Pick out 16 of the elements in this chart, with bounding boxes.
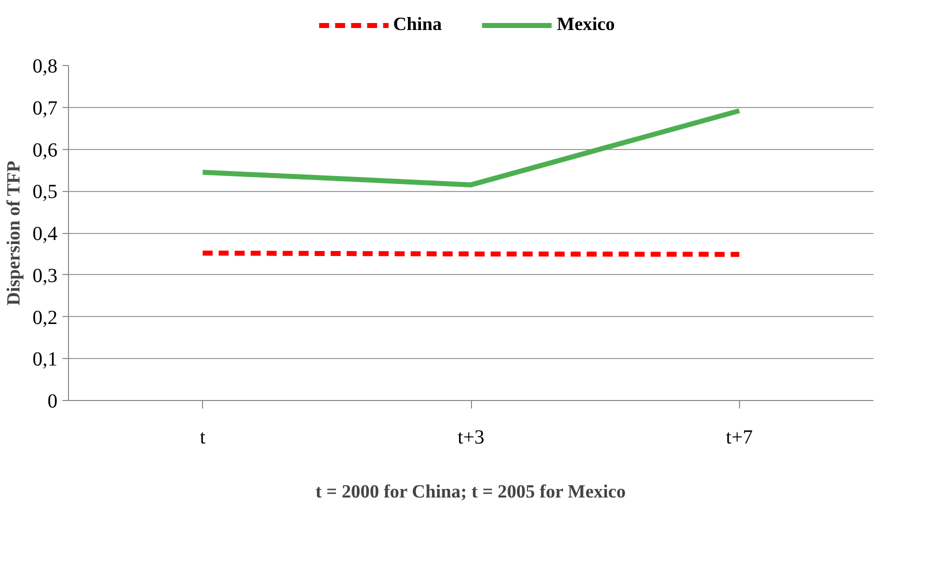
y-tick-label: 0 bbox=[48, 390, 58, 412]
legend-label: China bbox=[393, 14, 442, 36]
y-tick-label: 0,2 bbox=[32, 306, 58, 329]
x-tick-label: t bbox=[200, 426, 206, 448]
x-tick-label: t+3 bbox=[458, 426, 484, 448]
y-tick-label: 0,8 bbox=[32, 56, 58, 78]
x-tick-label: t+7 bbox=[726, 426, 753, 448]
y-tick-label: 0,3 bbox=[32, 264, 58, 287]
x-axis-title: t = 2000 for China; t = 2005 for Mexico bbox=[316, 482, 626, 502]
y-tick-label: 0,6 bbox=[32, 139, 58, 162]
y-tick-label: 0,7 bbox=[32, 97, 58, 120]
legend-label: Mexico bbox=[556, 14, 615, 36]
y-axis-title: Dispersion of TFP bbox=[4, 160, 24, 306]
y-tick-label: 0,1 bbox=[32, 348, 58, 371]
y-tick-label: 0,5 bbox=[32, 181, 58, 204]
y-tick-label: 0,4 bbox=[32, 223, 58, 245]
